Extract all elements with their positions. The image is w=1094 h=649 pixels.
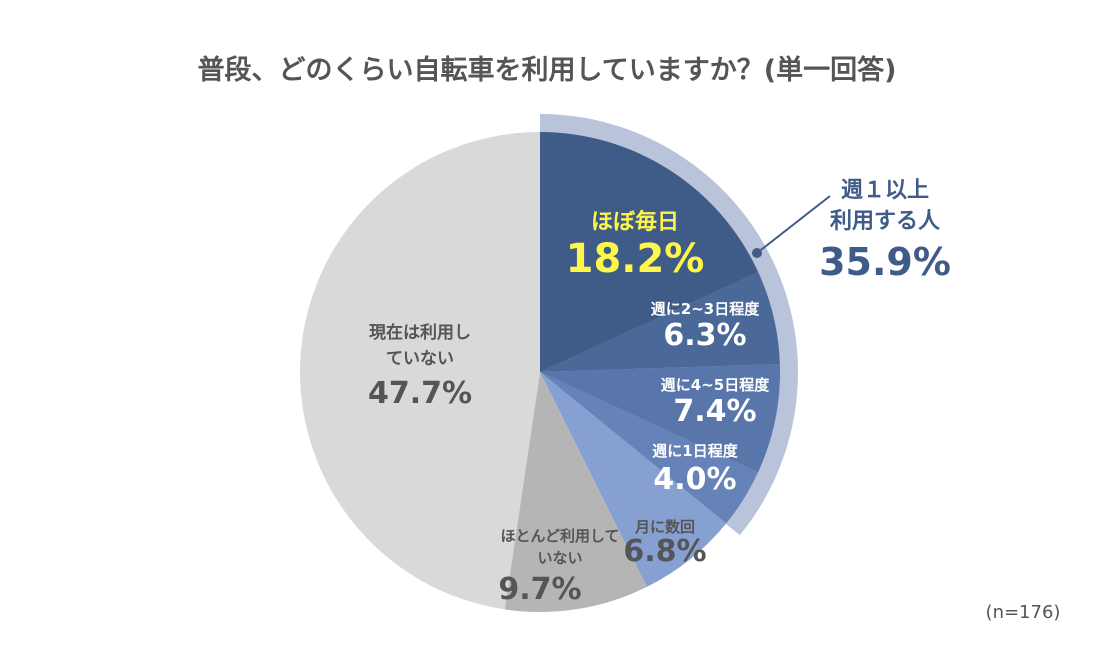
slice-value-2: 7.4%: [673, 394, 757, 429]
slice-value-5: 9.7%: [498, 572, 582, 607]
leader-line: [756, 195, 831, 254]
slice-label-6: 現在は利用していない: [369, 323, 471, 369]
slice-label-3: 週に1日程度: [652, 442, 738, 460]
sample-size-note: (n=176): [985, 602, 1061, 623]
leader-dot: [752, 248, 762, 258]
group-label-line2: 利用する人: [829, 209, 940, 234]
pie-slice-3: [540, 372, 758, 524]
pie-slice-0: [540, 132, 759, 372]
pie-slice-6: [299, 131, 540, 610]
slice-value-4: 6.8%: [623, 534, 707, 569]
chart-title: 普段、どのくらい自転車を利用していますか？(単一回答): [197, 55, 897, 86]
group-value: 35.9%: [819, 240, 951, 284]
slice-value-6: 47.7%: [367, 376, 473, 411]
slice-label-4: 月に数回: [634, 518, 695, 536]
group-label-line1: 週１以上: [840, 178, 929, 203]
slice-label-0: ほぼ毎日: [590, 210, 679, 235]
slice-value-3: 4.0%: [653, 462, 737, 497]
pie-slice-4: [540, 372, 727, 587]
pie-slice-5: [504, 372, 647, 612]
slice-value-1: 6.3%: [663, 318, 747, 353]
pie-slice-1: [540, 272, 780, 372]
slice-label-1: 週に2~3日程度: [650, 300, 760, 318]
pie-slice-2: [540, 364, 780, 473]
slice-value-0: 18.2%: [565, 236, 705, 282]
slice-label-5: ほとんど利用していない: [500, 527, 620, 567]
slice-label-2: 週に4~5日程度: [660, 376, 770, 394]
